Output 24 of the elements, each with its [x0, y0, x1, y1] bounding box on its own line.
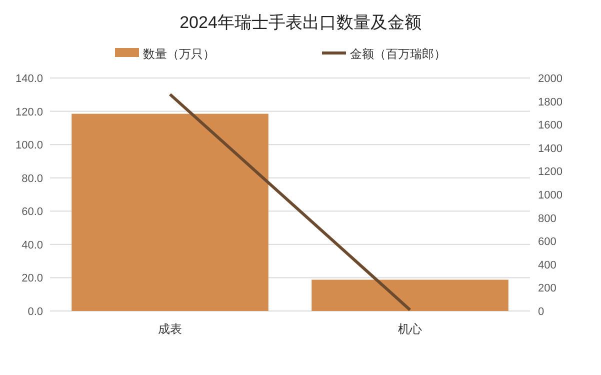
y-tick-label: 20.0	[22, 272, 43, 285]
y2-tick-label: 1600	[538, 120, 562, 132]
y2-tick-label: 400	[538, 259, 556, 272]
y2-tick-label: 800	[538, 212, 556, 225]
y2-tick-label: 1400	[538, 142, 562, 155]
y-tick-label: 60.0	[22, 206, 43, 218]
y-tick-label: 140.0	[15, 73, 43, 85]
legend-label: 数量（万只）	[143, 47, 215, 61]
y2-tick-label: 2000	[538, 73, 562, 85]
y2-tick-label: 1000	[538, 190, 562, 202]
y-tick-label: 80.0	[22, 172, 43, 185]
y2-tick-label: 0	[538, 306, 544, 318]
y-tick-label: 0.0	[28, 306, 43, 318]
y-tick-label: 100.0	[15, 140, 43, 152]
y2-tick-label: 1800	[538, 96, 562, 108]
y2-tick-label: 600	[538, 236, 556, 248]
x-tick-label: 成表	[158, 322, 182, 336]
y-tick-label: 120.0	[15, 106, 43, 118]
legend-label: 金额（百万瑞郎）	[350, 47, 446, 61]
y2-tick-label: 200	[538, 282, 556, 295]
chart-title: 2024年瑞士手表出口数量及金额	[180, 13, 422, 32]
x-tick-label: 机心	[398, 322, 422, 336]
y2-tick-label: 1200	[538, 166, 562, 178]
y-tick-label: 40.0	[22, 239, 43, 252]
